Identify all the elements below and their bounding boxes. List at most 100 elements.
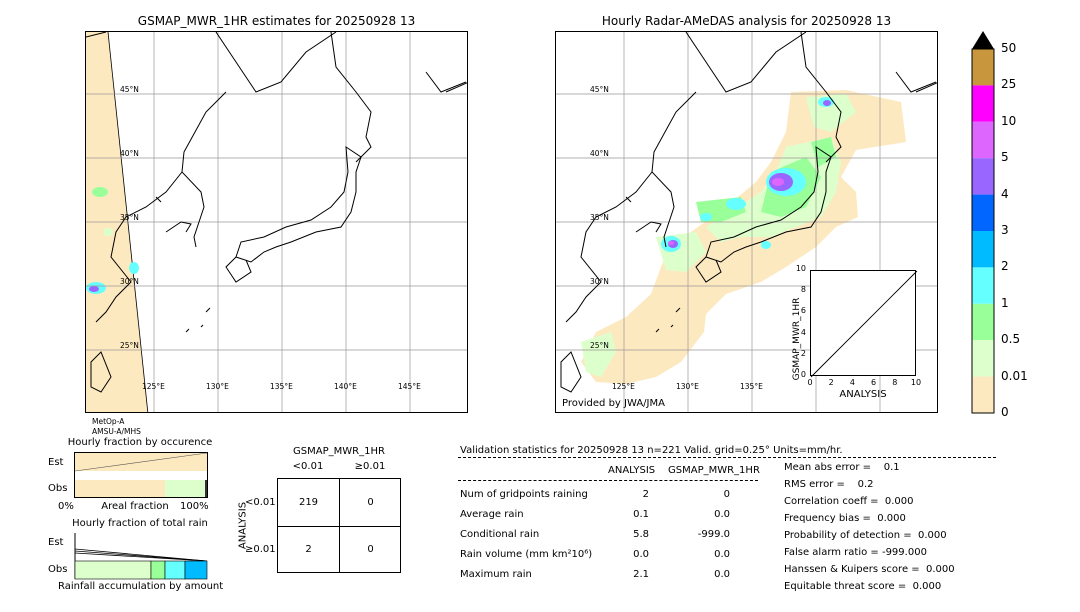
validation-score: Equitable threat score = 0.000 xyxy=(784,581,942,592)
left-map-coastlines xyxy=(86,32,467,393)
contingency-cell: 0 xyxy=(367,544,374,555)
fraction-occurrence-title: Hourly fraction by occurence xyxy=(67,437,213,448)
colorbar-label: 0 xyxy=(1001,405,1009,419)
left-map-lon-label: 135°E xyxy=(270,382,293,391)
fraction-total-axis-label: Rainfall accumulation by amount xyxy=(58,581,224,592)
validation-row-gsmap: 0.0 xyxy=(714,509,730,520)
validation-row-label: Rain volume (mm km²10⁶) xyxy=(460,549,593,560)
right-map-lat-label: 45°N xyxy=(590,85,609,94)
fraction-axis-right: 100% xyxy=(180,501,209,512)
validation-row-analysis: 2.1 xyxy=(633,569,649,580)
fraction-total-title: Hourly fraction of total rain xyxy=(72,518,208,529)
validation-row-gsmap: 0 xyxy=(723,489,730,500)
left-map-rain-spot xyxy=(89,286,99,292)
left-map-lon-label: 125°E xyxy=(142,382,165,391)
scatter-ytick: 4 xyxy=(800,327,806,337)
validation-score: RMS error = 0.2 xyxy=(784,479,874,490)
left-map-rain-spot xyxy=(103,228,113,236)
validation-col-gsmap: GSMAP_MWR_1HR xyxy=(668,465,760,476)
scatter-inset-plot xyxy=(810,270,918,378)
fraction-occurrence-obs-bar-light xyxy=(165,480,205,497)
validation-row-gsmap: 0.0 xyxy=(714,569,730,580)
left-map-lat-label: 25°N xyxy=(120,341,139,350)
right-map-lat-label: 40°N xyxy=(590,149,609,158)
scatter-inset-svg xyxy=(810,270,918,378)
scatter-xtick: 0 xyxy=(807,378,813,387)
colorbar-segment xyxy=(972,303,994,341)
fraction-axis-left: 0% xyxy=(58,501,74,512)
scatter-ytick: 6 xyxy=(800,306,806,316)
contingency-col-header: <0.01 xyxy=(292,461,324,472)
left-map-lon-label: 130°E xyxy=(206,382,229,391)
fraction-occurrence-row-est: Est xyxy=(48,457,64,468)
scatter-xtick: 8 xyxy=(892,378,898,387)
right-map-lat-label: 25°N xyxy=(590,341,609,350)
validation-row-analysis: 0.0 xyxy=(633,549,649,560)
contingency-title: GSMAP_MWR_1HR xyxy=(293,446,385,457)
right-map-lat-label: 30°N xyxy=(590,277,609,286)
right-map-lon-label: 135°E xyxy=(740,382,763,391)
left-map-panel: 45°N 40°N 35°N 30°N 25°N 125°E 130°E 135… xyxy=(85,31,468,413)
scatter-xtick: 2 xyxy=(828,378,834,387)
left-map-lon-label: 145°E xyxy=(398,382,421,391)
scatter-xtick: 4 xyxy=(849,378,855,387)
validation-row-label: Num of gridpoints raining xyxy=(460,489,588,500)
scatter-xtick: 6 xyxy=(871,378,877,387)
right-map-gridlines xyxy=(556,32,937,412)
left-map-title: GSMAP_MWR_1HR estimates for 20250928 13 xyxy=(137,14,416,28)
colorbar-label: 10 xyxy=(1001,113,1017,128)
right-map-lon-label: 125°E xyxy=(612,382,635,391)
fraction-total-row-obs: Obs xyxy=(48,564,68,575)
colorbar-label: 3 xyxy=(1001,223,1009,237)
colorbar-label: 5 xyxy=(1001,150,1009,165)
contingency-col-header: ≥0.01 xyxy=(354,461,386,472)
colorbar-label: 0.5 xyxy=(1001,332,1021,347)
contingency-row-header: ≥0.01 xyxy=(245,544,276,555)
validation-score: False alarm ratio = -999.000 xyxy=(784,547,927,558)
fraction-axis-mid: Areal fraction xyxy=(101,501,169,512)
fraction-total-plot xyxy=(74,533,208,580)
scatter-ytick: 8 xyxy=(800,285,806,295)
colorbar xyxy=(971,48,995,414)
scatter-ytick: 2 xyxy=(800,348,806,358)
fraction-occurrence-row-obs: Obs xyxy=(48,483,68,494)
contingency-row-header: <0.01 xyxy=(245,497,276,508)
right-map-coastlines xyxy=(560,32,937,393)
validation-divider-top xyxy=(458,457,996,458)
scatter-xtick: 10 xyxy=(910,378,922,387)
validation-score: Correlation coeff = 0.000 xyxy=(784,496,914,507)
scatter-diagonal xyxy=(810,270,918,378)
fraction-occurrence-plot xyxy=(74,452,208,498)
colorbar-segment xyxy=(972,194,994,231)
colorbar-label: 2 xyxy=(1001,259,1009,274)
validation-score: Hanssen & Kuipers score = 0.000 xyxy=(784,564,955,575)
fraction-total-row-est: Est xyxy=(48,537,64,548)
contingency-row-axis-box: ANALYSIS xyxy=(236,482,250,572)
left-map-lat-label: 40°N xyxy=(120,149,139,158)
colorbar-frame xyxy=(971,48,995,414)
validation-score: Probability of detection = 0.000 xyxy=(784,530,947,541)
scatter-ytick: 0 xyxy=(800,370,806,379)
provider-credit: Provided by JWA/JMA xyxy=(562,398,665,409)
colorbar-label: 0.01 xyxy=(1001,368,1028,383)
contingency-cell: 2 xyxy=(305,544,312,555)
right-map-rain-violet xyxy=(668,178,784,245)
colorbar-label: 25 xyxy=(1001,77,1017,92)
validation-col-analysis: ANALYSIS xyxy=(608,465,656,476)
left-map-rain-spot xyxy=(92,187,108,197)
right-map-svg xyxy=(556,32,937,412)
colorbar-label: 50 xyxy=(1001,41,1017,55)
colorbar-segment xyxy=(972,158,994,195)
sensor-line-1: MetOp-A xyxy=(92,417,125,426)
fraction-occurrence-obs-bar-dry xyxy=(75,480,165,497)
validation-row-label: Maximum rain xyxy=(460,569,532,580)
validation-header: Validation statistics for 20250928 13 n=… xyxy=(460,445,843,456)
left-map-svg xyxy=(86,32,467,412)
left-map-lat-label: 45°N xyxy=(120,85,139,94)
fraction-occurrence-svg xyxy=(74,452,208,472)
validation-row-analysis: 2 xyxy=(642,489,649,500)
colorbar-segment xyxy=(972,267,994,304)
colorbar-extend-triangle xyxy=(972,31,994,49)
contingency-table: 219 0 2 0 xyxy=(277,478,401,573)
colorbar-segment xyxy=(972,376,994,413)
